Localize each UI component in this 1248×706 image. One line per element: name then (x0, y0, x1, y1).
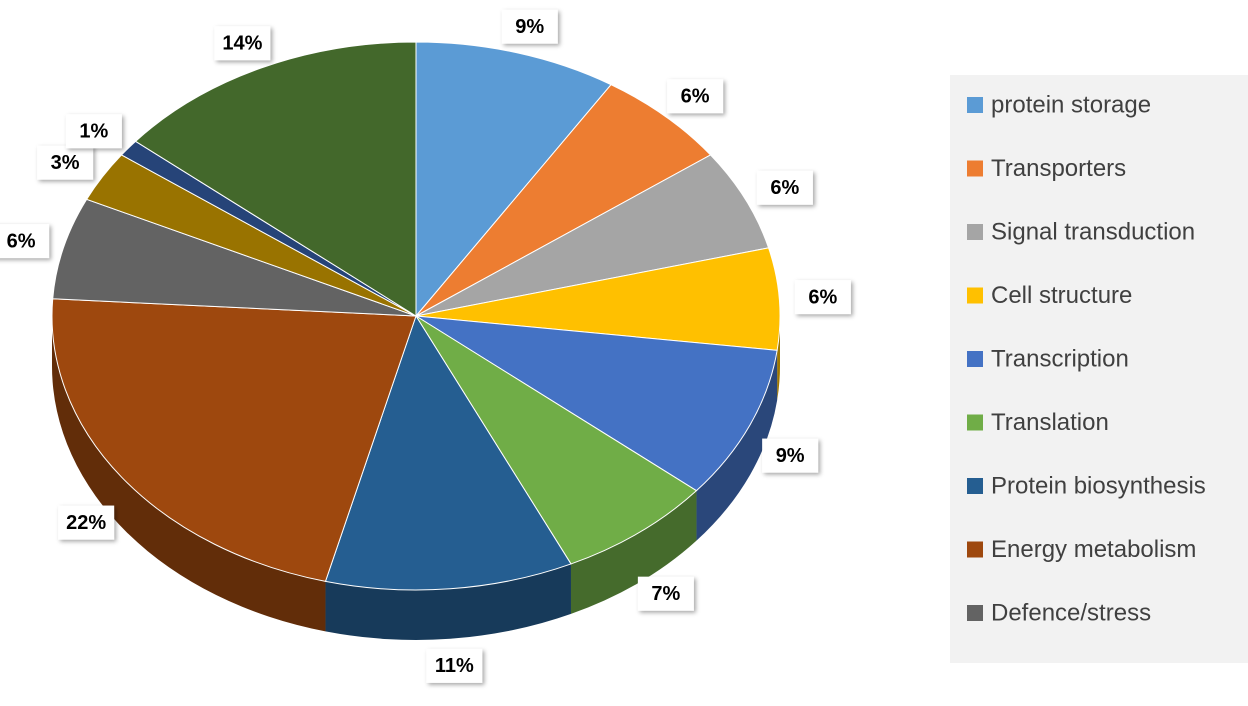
legend-label: Energy metabolism (991, 536, 1196, 563)
legend: protein storage Transporters Signal transd… (967, 91, 1206, 626)
value-label-box (0, 224, 50, 259)
value-label-box (58, 505, 115, 540)
value-label-box (501, 9, 558, 44)
slice-side (570, 490, 697, 614)
value-label-box (37, 145, 94, 180)
slice (415, 154, 770, 317)
slice (415, 84, 712, 317)
legend-label: Protein biosynthesis (991, 472, 1206, 499)
value-label-box (756, 170, 813, 205)
value-label: 9% (776, 445, 805, 467)
value-label: 22% (66, 512, 106, 534)
legend-swatch (967, 605, 983, 621)
legend-label: protein storage (991, 91, 1151, 118)
value-label: 6% (770, 177, 799, 199)
slice (415, 315, 698, 565)
value-label-box (214, 26, 271, 61)
value-label-box (667, 79, 724, 114)
slice (134, 41, 417, 317)
value-label: 1% (79, 121, 108, 143)
value-label: 3% (51, 152, 80, 174)
pie-sides (52, 316, 780, 640)
slice (51, 298, 417, 582)
value-label: 6% (681, 86, 710, 108)
value-label-box (794, 280, 851, 315)
legend-label: Transcription (991, 345, 1129, 372)
legend-box (950, 75, 1248, 663)
value-label-box (426, 648, 483, 683)
pie-top (51, 41, 781, 591)
value-label-box (637, 576, 694, 611)
value-label: 14% (222, 33, 262, 55)
slice (415, 41, 612, 318)
value-label: 7% (651, 583, 680, 605)
legend-swatch (967, 541, 983, 558)
legend-swatch (967, 478, 983, 494)
legend-swatch (967, 351, 983, 367)
value-label: 6% (7, 230, 36, 252)
slice-side (325, 563, 571, 640)
legend-swatch (967, 160, 983, 177)
value-label: 11% (435, 655, 474, 677)
legend-label: Translation (991, 409, 1109, 436)
legend-swatch (967, 414, 983, 431)
value-label-box (65, 114, 122, 149)
legend-label: Defence/stress (991, 599, 1151, 626)
slice (415, 247, 781, 351)
value-labels: 9% 6% 6% 6% 9% 7% 11% 22% 6% 3% 1% 14% (0, 9, 851, 683)
legend-label: Signal transduction (991, 218, 1195, 245)
legend-label: Transporters (991, 155, 1126, 182)
slice (324, 314, 572, 591)
value-label-box (762, 438, 819, 473)
slice (52, 198, 417, 317)
slice (415, 315, 778, 492)
value-label: 6% (808, 286, 837, 308)
value-label: 9% (515, 16, 544, 38)
legend-label: Cell structure (991, 282, 1132, 309)
legend-swatch (967, 224, 983, 240)
slice-side (52, 316, 326, 632)
legend-swatch (967, 287, 983, 304)
legend-swatch (967, 97, 983, 113)
